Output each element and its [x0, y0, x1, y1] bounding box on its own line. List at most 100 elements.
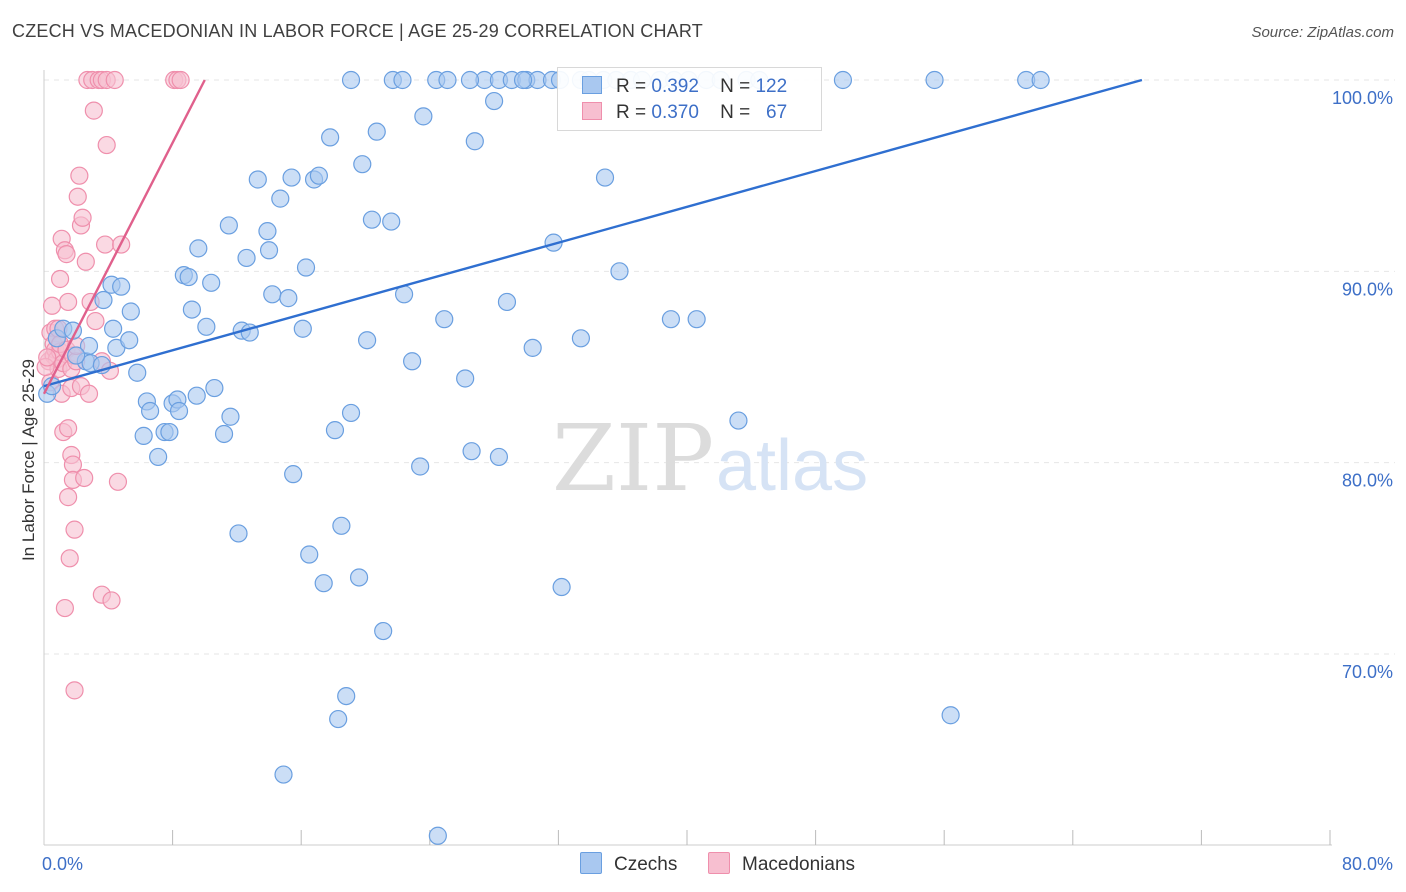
czechs-legend-swatch [580, 852, 602, 874]
czech-point-80 [571, 329, 591, 348]
legend-row-macedonians: R = 0.370 N = 67 [582, 102, 787, 124]
macedonian-point-63 [105, 70, 124, 90]
czech-point-26 [179, 267, 198, 287]
czech-swatch [582, 76, 602, 94]
czech-point-64 [382, 212, 401, 231]
czech-point-8 [94, 290, 113, 310]
czech-point-18 [140, 401, 160, 421]
macedonian-point-37 [68, 187, 87, 206]
czech-point-46 [284, 465, 303, 484]
czech-point-81 [595, 168, 615, 187]
czech-point-69 [428, 826, 447, 845]
macedonian-trend-line [42, 79, 206, 395]
stats-legend: R = 0.392 N = 122 R = 0.370 N = 67 [557, 67, 822, 131]
czech-point-45 [282, 168, 301, 187]
x-tick-label-80: 80.0% [1342, 854, 1393, 874]
macedonian-point-24 [59, 292, 78, 312]
watermark-zip: ZIP [552, 405, 714, 512]
czech-point-77 [523, 338, 542, 357]
macedonian-point-47 [86, 311, 105, 331]
y-tick-label-100: 100.0% [1332, 88, 1393, 108]
macedonian-point-66 [171, 70, 190, 90]
czech-point-24 [169, 401, 189, 421]
czech-point-54 [325, 421, 345, 440]
mac-n-value: 67 [766, 102, 788, 123]
macedonian-point-33 [65, 681, 84, 700]
czech-point-63 [374, 621, 393, 641]
czech-point-68 [414, 107, 433, 126]
macedonian-swatch [582, 102, 602, 120]
czech-point-49 [300, 545, 319, 564]
czech-point-13 [120, 331, 139, 350]
macedonian-point-30 [63, 455, 83, 474]
czech-point-94 [393, 70, 412, 90]
legend-row-czechs: R = 0.392 N = 122 [582, 76, 787, 98]
czech-point-48 [296, 258, 316, 277]
macedonian-point-38 [70, 166, 89, 185]
czech-point-42 [263, 285, 282, 304]
czech-point-55 [332, 516, 351, 535]
macedonians-legend-label: Macedonians [742, 854, 856, 875]
czech-point-12 [112, 277, 131, 296]
czech-r-value: 0.392 [651, 76, 699, 97]
macedonian-point-53 [102, 591, 121, 610]
macedonian-point-34 [65, 520, 84, 539]
chart-title: CZECH VS MACEDONIAN IN LABOR FORCE | AGE… [12, 21, 703, 41]
czech-point-34 [219, 216, 238, 235]
source-label: Source: ZipAtlas.com [1251, 24, 1394, 41]
czech-point-16 [134, 426, 153, 445]
czech-point-62 [367, 122, 386, 141]
czech-point-47 [293, 319, 312, 338]
macedonian-point-42 [75, 468, 94, 488]
tick-labels: 100.0% 90.0% 80.0% 70.0% 0.0% 80.0% [42, 88, 1393, 874]
czech-points [38, 70, 1050, 845]
czech-point-10 [104, 319, 123, 338]
czech-point-29 [197, 317, 216, 336]
y-tick-label-90: 90.0% [1342, 279, 1393, 299]
czech-n-label: N = [720, 76, 751, 97]
czech-point-88 [67, 346, 86, 365]
macedonian-point-41 [73, 208, 92, 227]
czech-point-66 [403, 352, 422, 371]
axes [43, 70, 1332, 846]
macedonian-point-14 [50, 269, 70, 289]
mac-n-label: N = [720, 102, 751, 123]
czech-point-116 [833, 70, 853, 90]
czech-point-82 [610, 262, 629, 281]
czech-point-52 [314, 574, 333, 593]
x-tick-label-0: 0.0% [42, 854, 83, 874]
czech-point-76 [497, 292, 517, 312]
watermark: ZIP atlas [552, 405, 868, 512]
gridlines [44, 79, 1395, 655]
macedonian-point-46 [84, 101, 103, 120]
macedonian-point-20 [55, 598, 74, 618]
legend-item-czechs[interactable]: Czechs [580, 852, 677, 876]
macedonians-legend-swatch [708, 852, 730, 874]
czech-point-51 [309, 166, 328, 185]
macedonian-point-3 [42, 296, 62, 315]
czech-point-83 [661, 310, 681, 329]
czech-point-61 [362, 210, 382, 229]
czech-point-37 [237, 248, 256, 268]
czech-point-14 [121, 302, 140, 321]
macedonian-point-54 [108, 472, 128, 491]
czech-point-85 [729, 411, 748, 430]
czech-point-44 [279, 289, 298, 308]
czech-point-117 [925, 70, 944, 90]
czech-point-119 [1031, 70, 1050, 90]
czech-point-31 [205, 378, 224, 398]
macedonian-point-25 [59, 488, 78, 507]
czech-point-84 [687, 310, 706, 329]
legend-item-macedonians[interactable]: Macedonians [708, 852, 855, 876]
czech-point-40 [258, 222, 277, 241]
czech-point-121 [513, 70, 533, 90]
czech-point-70 [435, 310, 454, 329]
macedonian-point-57 [38, 348, 57, 367]
czech-point-75 [489, 447, 509, 467]
czech-r-label: R = [616, 76, 647, 97]
czech-point-89 [187, 386, 206, 405]
czech-point-30 [202, 273, 221, 292]
trend-lines [42, 78, 1143, 395]
czech-point-92 [341, 70, 361, 90]
y-tick-label-80: 80.0% [1342, 471, 1393, 491]
